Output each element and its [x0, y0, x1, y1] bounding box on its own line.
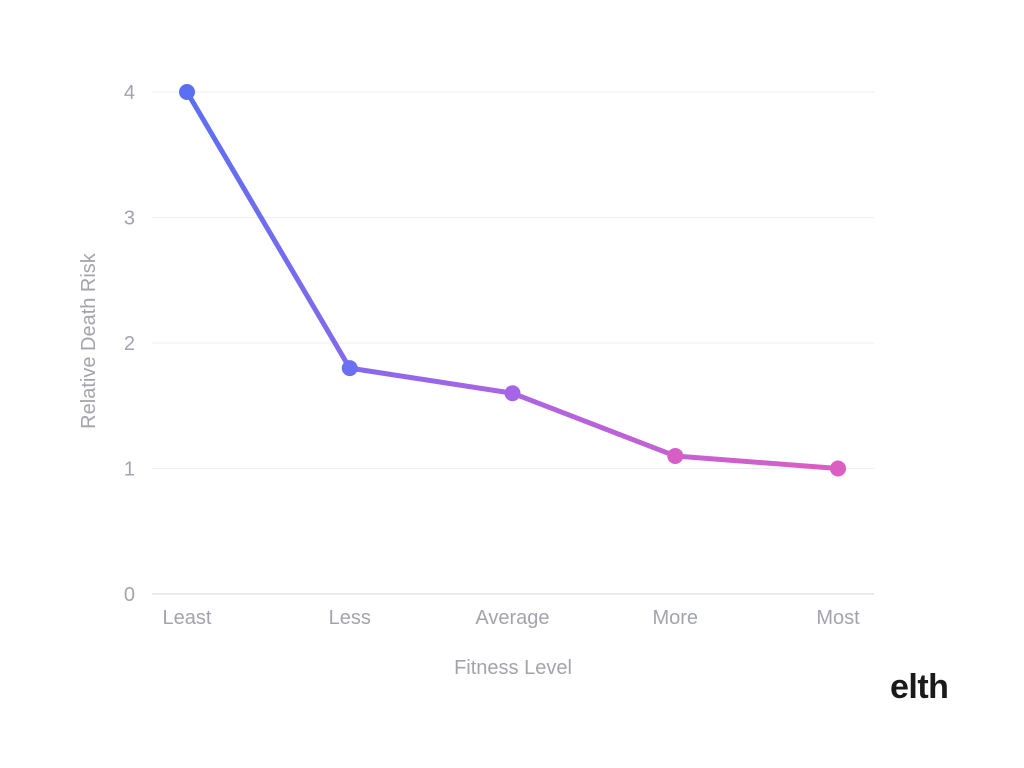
x-tick-label: Average	[475, 607, 549, 629]
x-axis-ticks: Least Less Average More Most	[163, 607, 861, 629]
y-axis-ticks: 0 1 2 3 4	[124, 82, 135, 606]
data-point	[667, 447, 684, 464]
brand-logo: elth	[890, 668, 949, 706]
data-point	[504, 385, 521, 402]
y-tick-label: 3	[124, 208, 135, 230]
data-point	[830, 460, 846, 477]
y-tick-label: 2	[124, 333, 135, 355]
series	[179, 84, 846, 477]
y-axis-title: Relative Death Risk	[78, 252, 100, 429]
x-axis-title: Fitness Level	[454, 657, 572, 679]
y-tick-label: 1	[124, 459, 135, 481]
x-tick-label: More	[652, 607, 698, 629]
x-tick-label: Less	[329, 607, 371, 629]
x-tick-label: Least	[163, 607, 212, 629]
y-tick-label: 0	[124, 584, 135, 606]
x-tick-label: Most	[816, 607, 860, 629]
y-tick-label: 4	[124, 82, 135, 104]
gridlines	[152, 91, 874, 595]
data-point	[341, 360, 358, 377]
data-point	[179, 84, 195, 100]
series-line	[184, 89, 841, 471]
